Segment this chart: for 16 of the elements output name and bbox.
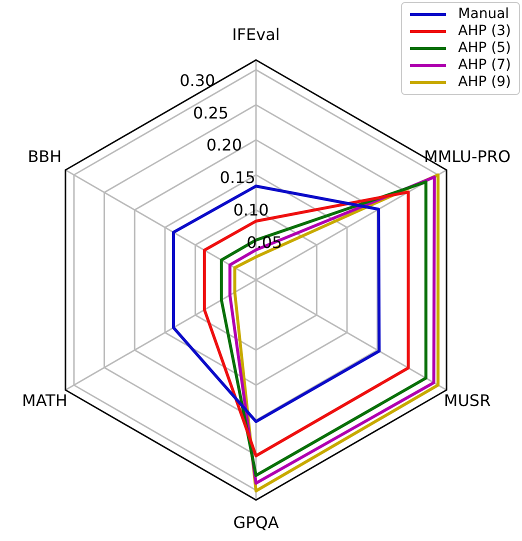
spoke-label: MATH [22,391,68,410]
legend-label: Manual [458,6,510,23]
spoke-label: IFEval [232,25,280,44]
y-tick-label: 0.10 [233,200,269,220]
spoke-label: MMLU-PRO [424,147,511,166]
legend-label: AHP (3) [458,23,511,40]
legend-label: AHP (5) [458,40,511,57]
legend-label: AHP (7) [458,57,511,74]
spoke-label: MUSR [444,391,491,410]
spoke-label: BBH [28,147,62,166]
spoke-label: GPQA [233,513,279,532]
y-tick-label: 0.25 [192,103,229,122]
y-tick-label: 0.15 [220,168,256,188]
y-tick-label: 0.30 [180,70,216,90]
legend-label: AHP (9) [458,74,511,91]
y-tick-label: 0.20 [206,136,242,155]
